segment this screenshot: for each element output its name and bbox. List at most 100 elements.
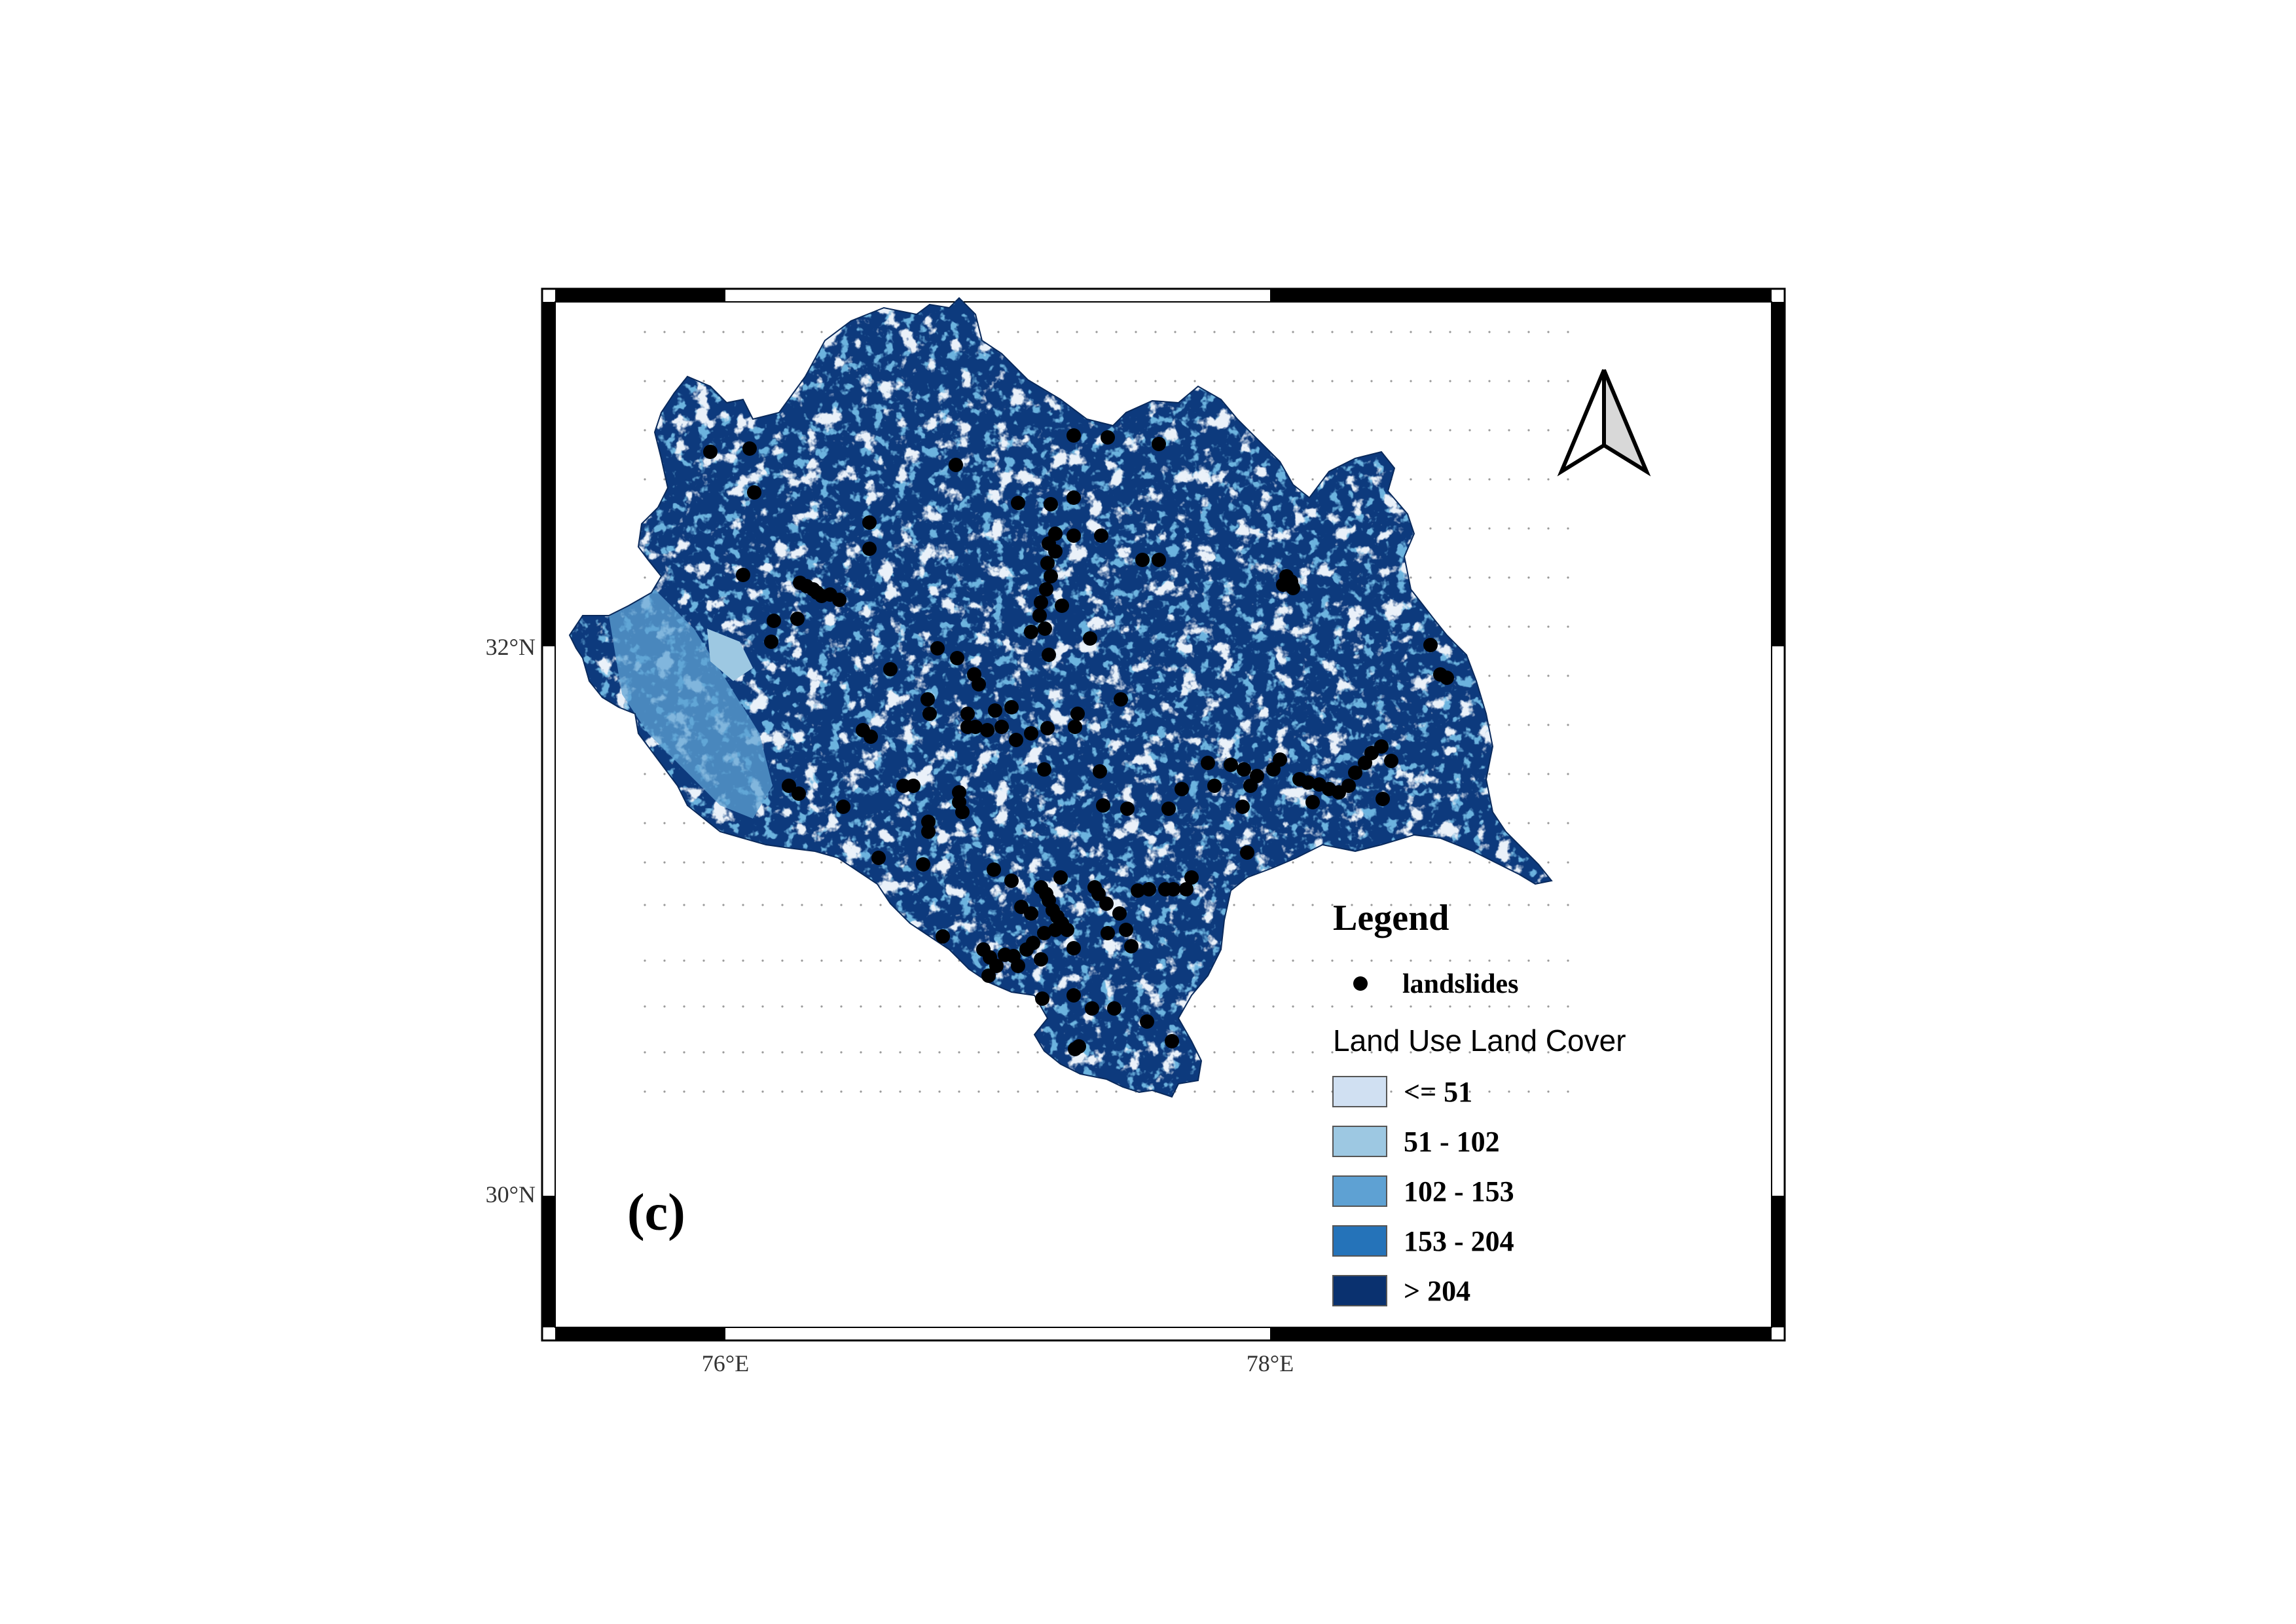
landslide-point — [1039, 582, 1053, 597]
landslide-point — [1341, 779, 1356, 793]
landslide-point — [896, 779, 911, 793]
legend-raster-title: Land Use Land Cover — [1333, 1024, 1626, 1058]
landslide-point — [1305, 795, 1320, 809]
landslide-point — [1035, 991, 1049, 1006]
frame-segment — [555, 1327, 725, 1340]
landslide-point — [862, 515, 877, 530]
axis-labels: 32°N 30°N 76°E 78°E — [486, 634, 1294, 1376]
legend-title: Legend — [1333, 898, 1449, 938]
landslide-point — [980, 723, 994, 737]
landslide-point — [1101, 430, 1115, 445]
landslide-point — [736, 568, 750, 582]
landslide-point — [1060, 923, 1074, 937]
landslide-point — [1184, 870, 1199, 885]
landslide-point — [1119, 923, 1133, 937]
landslide-point — [1107, 1001, 1121, 1016]
landslide-point — [1066, 988, 1081, 1003]
landslide-point — [1032, 608, 1047, 623]
landslide-point — [1124, 939, 1139, 953]
landslide-point — [988, 703, 1002, 718]
landslide-point — [1237, 762, 1251, 777]
landslide-point — [1048, 923, 1063, 937]
lake-patch — [707, 629, 753, 681]
landslide-point — [1201, 756, 1215, 770]
landslide-point — [1131, 883, 1145, 898]
landslide-point — [864, 729, 878, 744]
landslide-point — [1083, 631, 1097, 646]
landslide-point — [1224, 758, 1238, 772]
landslide-point — [1273, 752, 1287, 767]
valley-band — [609, 589, 773, 819]
lat-label-30: 30°N — [486, 1181, 536, 1208]
landslide-point — [955, 805, 970, 819]
landslide-point — [930, 641, 945, 655]
landslide-point — [747, 485, 761, 500]
landslide-points — [703, 428, 1454, 1056]
landslide-point — [703, 445, 718, 459]
landslide-point — [1165, 1034, 1179, 1048]
legend: Legend landslides Land Use Land Cover <=… — [1332, 898, 1626, 1307]
landslide-point — [1374, 739, 1389, 754]
panel-label: (c) — [627, 1184, 685, 1242]
landslide-point — [1037, 762, 1051, 777]
landslide-point — [832, 593, 847, 607]
region-outline — [568, 297, 1553, 1098]
legend-class-label: 153 - 204 — [1404, 1225, 1514, 1257]
landslide-point — [862, 542, 877, 556]
legend-swatch — [1332, 1275, 1387, 1306]
frame-segment — [555, 289, 725, 302]
landslide-point — [1004, 700, 1019, 714]
landslide-point — [1024, 726, 1038, 741]
landslide-point — [921, 824, 936, 839]
landslide-point — [1024, 625, 1038, 639]
landslide-point — [1091, 887, 1106, 901]
landslide-point — [1066, 528, 1081, 543]
landslide-point — [1066, 941, 1081, 955]
frame-segment — [542, 302, 555, 646]
landslide-point — [1042, 648, 1056, 662]
landslide-point — [1135, 553, 1150, 567]
landslide-point — [836, 800, 850, 814]
landslide-point — [764, 635, 778, 649]
landslide-point — [1166, 882, 1180, 896]
landslide-point — [960, 720, 975, 734]
landslide-point — [1207, 779, 1222, 793]
landslide-point — [916, 857, 930, 872]
legend-class-label: 102 - 153 — [1404, 1175, 1514, 1208]
landslide-point — [922, 707, 937, 721]
landslide-point — [950, 651, 964, 665]
landslide-point — [742, 441, 757, 456]
landslide-point — [960, 707, 975, 721]
landslide-point — [1099, 896, 1114, 911]
frame-segment — [1772, 1196, 1785, 1327]
landslide-point — [1009, 733, 1023, 747]
landslide-point — [1055, 599, 1069, 613]
legend-swatch — [1332, 1126, 1387, 1157]
frame-segment — [542, 1196, 555, 1327]
legend-swatch — [1332, 1076, 1387, 1107]
landslide-point — [790, 612, 805, 626]
landslide-point — [782, 779, 796, 793]
landslide-point — [792, 786, 806, 801]
landslide-point — [1101, 926, 1115, 940]
landslide-point — [1114, 692, 1128, 707]
landslide-point — [883, 662, 898, 676]
landslide-point — [1068, 720, 1082, 734]
landslide-point — [1376, 792, 1390, 806]
landslide-point — [1044, 497, 1058, 511]
landslide-point — [871, 851, 886, 865]
landslide-point — [1179, 882, 1194, 896]
landslide-point — [1140, 1014, 1154, 1029]
legend-swatch — [1332, 1175, 1387, 1207]
landslide-point — [1112, 906, 1127, 921]
landslide-point — [936, 929, 950, 944]
landslide-point — [1348, 766, 1362, 780]
landslide-point — [1094, 528, 1108, 543]
landslide-point — [1066, 490, 1081, 505]
landslide-point — [1004, 874, 1019, 888]
frame-segment — [1772, 302, 1785, 646]
landslide-point — [1161, 802, 1176, 816]
landslide-point — [1152, 437, 1166, 451]
landslide-point — [1152, 553, 1166, 567]
